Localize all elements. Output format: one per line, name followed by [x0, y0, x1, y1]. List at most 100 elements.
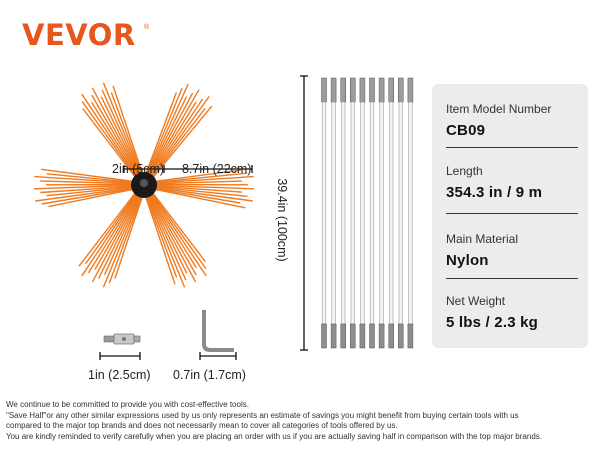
- bristle-strand: [82, 108, 137, 179]
- extension-rod: [407, 77, 414, 349]
- bristle-strand: [40, 180, 135, 185]
- extension-rod: [330, 77, 337, 349]
- bristle-strand: [78, 191, 137, 267]
- adapter-length-label: 1in (2.5cm): [88, 368, 151, 382]
- bristle-strand: [97, 193, 141, 279]
- disclaimer-line: You are kindly reminded to verify carefu…: [6, 431, 542, 441]
- bristle-length-label: 8.7in (22cm): [182, 162, 252, 176]
- bristle-strand: [101, 89, 142, 176]
- spec-length-value: 354.3 in / 9 m: [446, 184, 543, 201]
- bristle-strand: [150, 107, 206, 179]
- extension-rod: [359, 77, 366, 349]
- extension-rod: [321, 77, 327, 349]
- bristle-strand: [110, 92, 143, 176]
- bristle-strand: [34, 184, 135, 190]
- bristle-strand: [145, 194, 186, 288]
- bristle-strand: [153, 188, 246, 209]
- bristle-strand: [147, 96, 188, 177]
- disclaimer-line: compared to the major top brands and doe…: [6, 421, 398, 431]
- bristle-strand: [144, 194, 176, 285]
- bristle-strand: [41, 168, 135, 183]
- bristle-strand: [150, 191, 207, 270]
- bristle-strand: [81, 100, 138, 179]
- bristle-strand: [145, 194, 178, 278]
- bristle-strand: [40, 185, 135, 194]
- bristle-strand: [91, 94, 140, 177]
- extension-rod: [369, 77, 375, 349]
- bristle-strand: [85, 191, 138, 265]
- wrench-size-label: 0.7in (1.7cm): [173, 368, 246, 382]
- bristle-strand: [149, 101, 197, 178]
- bristle-strand: [144, 92, 178, 176]
- bristle-strand: [46, 186, 135, 197]
- rod-length-label: 39.4in (100cm): [275, 178, 289, 262]
- bristle-strand: [150, 192, 207, 277]
- bristle-strand: [149, 192, 197, 269]
- bristle-strand: [151, 191, 206, 262]
- spec-divider: [446, 147, 578, 148]
- bristle-strand: [147, 92, 194, 177]
- bristle-strand: [147, 193, 188, 274]
- bristle-strand: [103, 194, 142, 275]
- accessories-image: [99, 310, 237, 360]
- bristle-strand: [34, 175, 135, 184]
- bristle-strand: [153, 172, 248, 184]
- trademark-symbol: ®: [144, 24, 150, 31]
- bristle-strand: [151, 105, 213, 180]
- bristle-strand: [102, 82, 143, 176]
- rod-set: [321, 77, 414, 349]
- bristle-strand: [153, 184, 254, 190]
- bristle-strand: [102, 194, 143, 288]
- bristle-strand: [153, 185, 242, 193]
- spec-model-value: CB09: [446, 122, 486, 139]
- bristle-strand: [87, 192, 139, 274]
- bristle-strand: [153, 169, 241, 183]
- bristle-strand: [148, 89, 200, 177]
- spec-weight-label: Net Weight: [446, 294, 506, 308]
- brush-bristles: [34, 82, 254, 288]
- bristle-strand: [153, 187, 241, 204]
- bristle-strand: [91, 193, 140, 283]
- spec-length: Length 354.3 in / 9 m: [446, 164, 576, 201]
- bristle-strand: [153, 186, 248, 197]
- spec-model-label: Item Model Number: [446, 102, 552, 116]
- spec-model: Item Model Number CB09: [446, 102, 576, 139]
- bristle-strand: [148, 193, 197, 283]
- bristle-strand: [114, 194, 144, 279]
- bristle-strand: [46, 173, 135, 184]
- bristle-strand: [35, 186, 135, 202]
- bristle-strand: [148, 193, 197, 276]
- bristle-strand: [91, 87, 140, 177]
- bristle-strand: [112, 85, 144, 176]
- bristle-strand: [153, 180, 242, 185]
- spec-length-label: Length: [446, 164, 483, 178]
- spec-weight: Net Weight 5 lbs / 2.3 kg: [446, 294, 576, 331]
- bristle-strand: [150, 95, 210, 179]
- brand-wordmark: VEVOR: [22, 18, 136, 52]
- spec-divider: [446, 213, 578, 214]
- extension-rod: [378, 77, 385, 349]
- bristle-strand: [149, 98, 204, 178]
- spec-material-label: Main Material: [446, 232, 519, 246]
- spec-weight-value: 5 lbs / 2.3 kg: [446, 314, 539, 331]
- bristle-strand: [81, 192, 138, 277]
- bristle-strand: [48, 188, 135, 208]
- spec-material: Main Material Nylon: [446, 232, 576, 269]
- extension-rod: [340, 77, 346, 349]
- extension-rod: [388, 77, 394, 349]
- spec-material-value: Nylon: [446, 252, 489, 269]
- spec-divider: [446, 278, 578, 279]
- bristle-strand: [108, 194, 143, 284]
- bristle-strand: [41, 187, 135, 205]
- extension-rod: [398, 77, 404, 349]
- allen-wrench-icon: [202, 310, 234, 352]
- bristle-strand: [94, 193, 140, 271]
- bristle-strand: [91, 101, 139, 178]
- extension-rod: [350, 77, 356, 349]
- disclaimer-line: "Save Half"or any other similar expressi…: [6, 410, 519, 420]
- bristle-strand: [81, 93, 138, 178]
- spec-card: Item Model Number CB09 Length 354.3 in /…: [432, 84, 588, 348]
- chimney-brush-image: [34, 82, 254, 288]
- disclaimer: We continue to be committed to provide y…: [6, 400, 598, 442]
- disclaimer-line: We continue to be committed to provide y…: [6, 400, 249, 409]
